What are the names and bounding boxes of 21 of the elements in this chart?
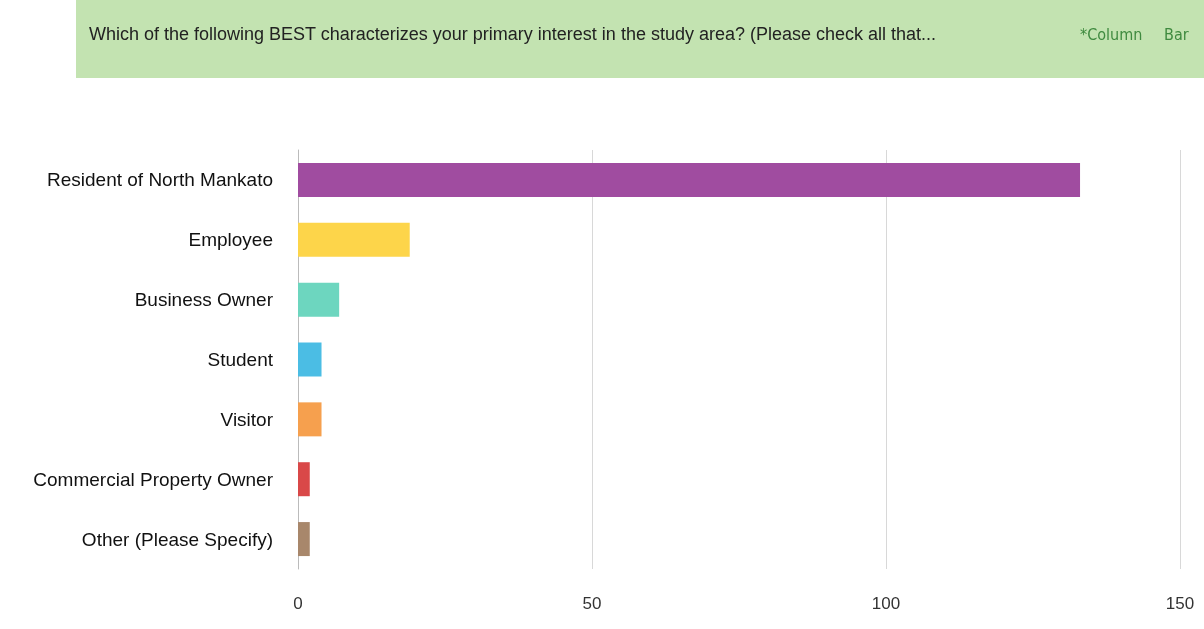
bar — [298, 402, 322, 437]
x-tick-label: 100 — [871, 594, 901, 613]
y-tick-label: Employee — [188, 229, 273, 251]
y-tick-label: Student — [207, 349, 274, 370]
bar — [298, 282, 340, 317]
x-tick-label: 0 — [293, 594, 303, 613]
bar — [298, 162, 1081, 197]
x-tick-label: 150 — [1165, 594, 1195, 613]
y-tick-label: Commercial Property Owner — [33, 468, 274, 490]
text: Bar — [1164, 24, 1189, 44]
y-tick-label: Visitor — [220, 408, 274, 430]
bar — [298, 462, 310, 497]
y-tick-label: Other (Please Specify) — [81, 528, 273, 550]
x-tick-label: 50 — [582, 594, 602, 613]
bar — [298, 342, 322, 377]
y-tick-label: Resident of North Mankato — [46, 169, 273, 191]
text: *Column — [1080, 24, 1143, 44]
chart-title: Which of the following BEST characterizes your primary interest in the study area? (Please check all that... — [89, 24, 937, 44]
bar — [298, 522, 310, 557]
bar — [298, 222, 410, 257]
y-tick-label: Business Owner — [134, 289, 274, 311]
